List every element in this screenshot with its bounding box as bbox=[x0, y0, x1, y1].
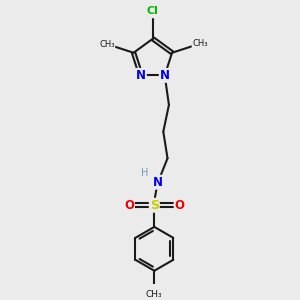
Text: Cl: Cl bbox=[147, 6, 159, 16]
Text: N: N bbox=[136, 69, 146, 82]
Text: CH₃: CH₃ bbox=[99, 40, 115, 49]
Text: H: H bbox=[141, 168, 149, 178]
Text: N: N bbox=[153, 176, 163, 189]
Text: O: O bbox=[175, 199, 184, 212]
Text: O: O bbox=[124, 199, 134, 212]
Text: CH₃: CH₃ bbox=[146, 290, 163, 299]
Text: CH₃: CH₃ bbox=[192, 39, 208, 48]
Text: N: N bbox=[160, 69, 170, 82]
Text: S: S bbox=[150, 199, 159, 212]
